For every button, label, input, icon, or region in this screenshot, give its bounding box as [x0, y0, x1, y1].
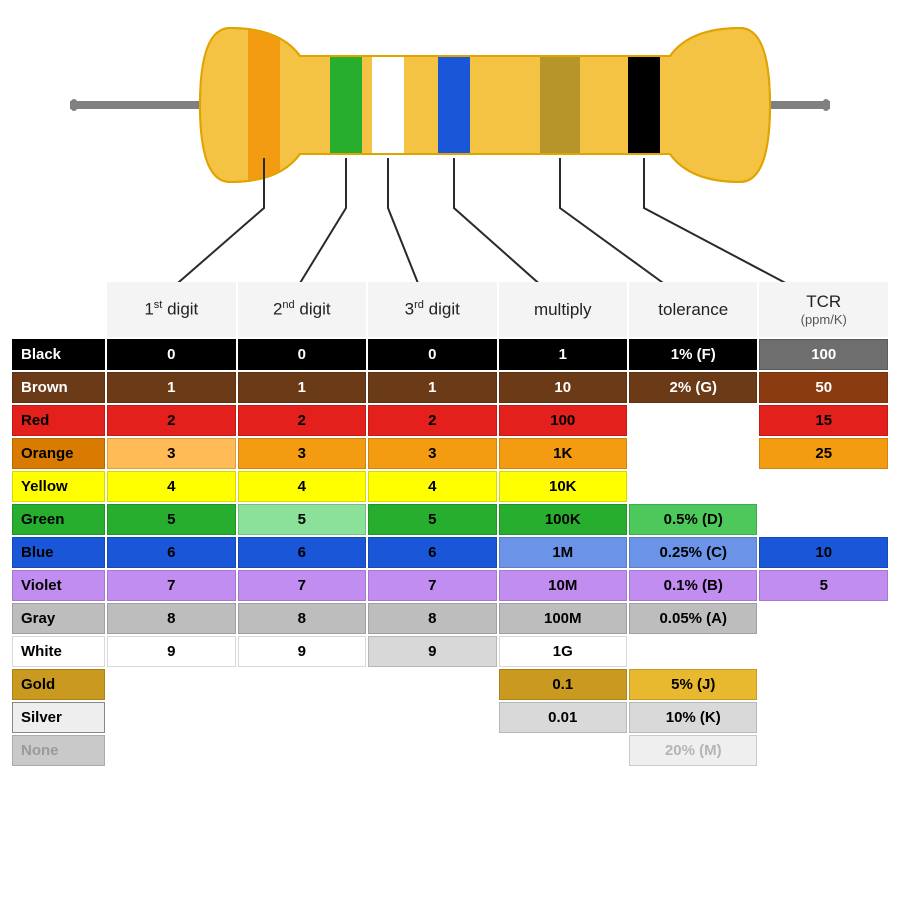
cell: 10M [499, 570, 627, 601]
cell: 1 [107, 372, 235, 403]
cell: 2% (G) [629, 372, 757, 403]
cell: 10K [499, 471, 627, 502]
cell: 6 [238, 537, 366, 568]
cell: 5% (J) [629, 669, 757, 700]
cell: 4 [368, 471, 496, 502]
row-gold: Gold 0.15% (J) [12, 669, 888, 700]
cell: 9 [107, 636, 235, 667]
row-gray: Gray888100M0.05% (A) [12, 603, 888, 634]
cell: 1% (F) [629, 339, 757, 370]
cell: 1 [499, 339, 627, 370]
cell: 4 [107, 471, 235, 502]
row-label: White [12, 636, 105, 667]
cell: 25 [759, 438, 888, 469]
cell: 9 [238, 636, 366, 667]
row-brown: Brown111102% (G)50 [12, 372, 888, 403]
row-yellow: Yellow44410K [12, 471, 888, 502]
row-blue: Blue6661M0.25% (C)10 [12, 537, 888, 568]
cell: 10 [499, 372, 627, 403]
cell: 0.01 [499, 702, 627, 733]
cell: 15 [759, 405, 888, 436]
cell: 0 [238, 339, 366, 370]
cell: 0 [368, 339, 496, 370]
cell: 10 [759, 537, 888, 568]
cell: 9 [368, 636, 496, 667]
cell: 8 [107, 603, 235, 634]
col-header-1: 2nd digit [238, 282, 366, 337]
row-violet: Violet77710M0.1% (B)5 [12, 570, 888, 601]
cell: 2 [238, 405, 366, 436]
cell: 0.25% (C) [629, 537, 757, 568]
row-green: Green555100K0.5% (D) [12, 504, 888, 535]
col-header-4: tolerance [629, 282, 757, 337]
cell: 20% (M) [629, 735, 757, 766]
cell: 8 [238, 603, 366, 634]
cell: 1M [499, 537, 627, 568]
cell: 6 [368, 537, 496, 568]
cell: 2 [368, 405, 496, 436]
cell: 5 [368, 504, 496, 535]
cell: 0 [107, 339, 235, 370]
cell: 2 [107, 405, 235, 436]
row-label: Red [12, 405, 105, 436]
cell: 0.05% (A) [629, 603, 757, 634]
color-code-table: 1st digit2nd digit3rd digitmultiplytoler… [10, 280, 890, 768]
cell: 5 [107, 504, 235, 535]
col-header-0: 1st digit [107, 282, 235, 337]
cell: 1 [368, 372, 496, 403]
row-label: Brown [12, 372, 105, 403]
cell: 5 [759, 570, 888, 601]
row-white: White9991G [12, 636, 888, 667]
row-label: Silver [12, 702, 105, 733]
cell: 0.5% (D) [629, 504, 757, 535]
cell: 7 [368, 570, 496, 601]
resistor-diagram [10, 10, 890, 280]
col-header-2: 3rd digit [368, 282, 496, 337]
cell: 3 [368, 438, 496, 469]
cell: 7 [238, 570, 366, 601]
row-label: Violet [12, 570, 105, 601]
row-label: Blue [12, 537, 105, 568]
cell: 1K [499, 438, 627, 469]
cell: 4 [238, 471, 366, 502]
cell: 0.1 [499, 669, 627, 700]
cell: 100M [499, 603, 627, 634]
row-label: Black [12, 339, 105, 370]
cell: 1 [238, 372, 366, 403]
row-black: Black00011% (F)100 [12, 339, 888, 370]
cell: 3 [107, 438, 235, 469]
row-label: None [12, 735, 105, 766]
col-header-3: multiply [499, 282, 627, 337]
cell: 3 [238, 438, 366, 469]
cell: 5 [238, 504, 366, 535]
row-none: None 20% (M) [12, 735, 888, 766]
cell: 6 [107, 537, 235, 568]
col-header-5: TCR(ppm/K) [759, 282, 888, 337]
cell: 100K [499, 504, 627, 535]
cell: 10% (K) [629, 702, 757, 733]
cell: 50 [759, 372, 888, 403]
row-label: Gold [12, 669, 105, 700]
cell: 8 [368, 603, 496, 634]
cell: 100 [499, 405, 627, 436]
cell: 1G [499, 636, 627, 667]
row-label: Yellow [12, 471, 105, 502]
row-label: Orange [12, 438, 105, 469]
cell: 100 [759, 339, 888, 370]
cell: 7 [107, 570, 235, 601]
row-orange: Orange3331K25 [12, 438, 888, 469]
row-label: Gray [12, 603, 105, 634]
row-label: Green [12, 504, 105, 535]
row-red: Red22210015 [12, 405, 888, 436]
cell: 0.1% (B) [629, 570, 757, 601]
row-silver: Silver 0.0110% (K) [12, 702, 888, 733]
